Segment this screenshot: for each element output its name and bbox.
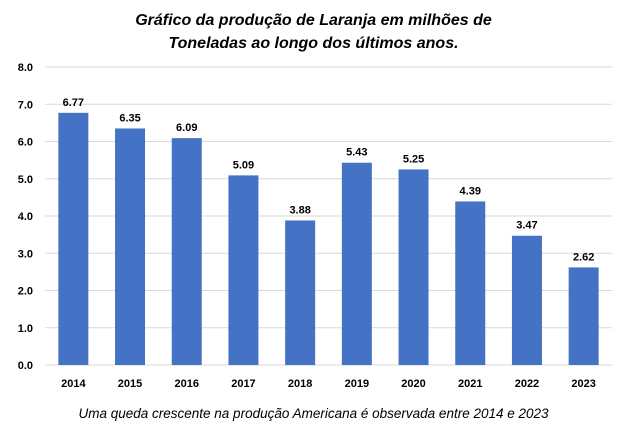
x-tick-label: 2023 [571,378,595,390]
chart-title-line-1: Gráfico da produção de Laranja em milhõe… [135,12,492,29]
x-tick-label: 2019 [345,378,369,390]
data-label: 6.09 [176,122,197,134]
label-layer: 0.0 1.0 2.0 3.0 4.0 5.0 6.0 7.0 8.0 6.77 2014 6.35 2… [18,62,596,390]
bar [398,169,429,365]
x-tick-label: 2018 [288,378,312,390]
bar [228,175,259,365]
bar [58,112,89,365]
data-label: 6.77 [63,97,84,109]
x-tick-label: 2015 [118,378,142,390]
chart-title: Gráfico da produção de Laranja em milhõe… [0,9,627,55]
data-label: 5.25 [403,153,424,165]
x-tick-label: 2020 [401,378,425,390]
bar [341,162,372,365]
chart-caption: Uma queda crescente na produção American… [78,406,549,421]
y-tick-label: 7.0 [18,99,33,111]
bar [511,235,542,365]
x-tick-label: 2017 [231,378,255,390]
x-tick-label: 2016 [175,378,199,390]
y-tick-label: 2.0 [18,286,33,298]
x-tick-label: 2014 [61,378,86,390]
data-label: 4.39 [460,185,481,197]
bar [568,267,599,365]
bar [455,201,486,365]
data-label: 2.62 [573,251,594,263]
data-label: 3.47 [516,220,537,232]
y-tick-label: 3.0 [18,248,33,260]
data-label: 5.43 [346,147,367,159]
data-label: 6.35 [119,112,140,124]
bar-layer [58,112,599,365]
y-tick-label: 8.0 [18,62,33,74]
y-tick-label: 4.0 [18,211,33,223]
bar [285,220,316,365]
y-tick-label: 6.0 [18,137,33,149]
x-tick-label: 2021 [458,378,482,390]
y-tick-label: 5.0 [18,174,33,186]
x-tick-label: 2022 [515,378,539,390]
data-label: 3.88 [289,204,310,216]
y-tick-label: 0.0 [18,360,33,372]
bar [171,138,202,365]
bar [115,128,146,365]
y-tick-label: 1.0 [18,323,33,335]
chart-title-line-2: Toneladas ao longo dos últimos anos. [168,35,459,52]
data-label: 5.09 [233,159,254,171]
